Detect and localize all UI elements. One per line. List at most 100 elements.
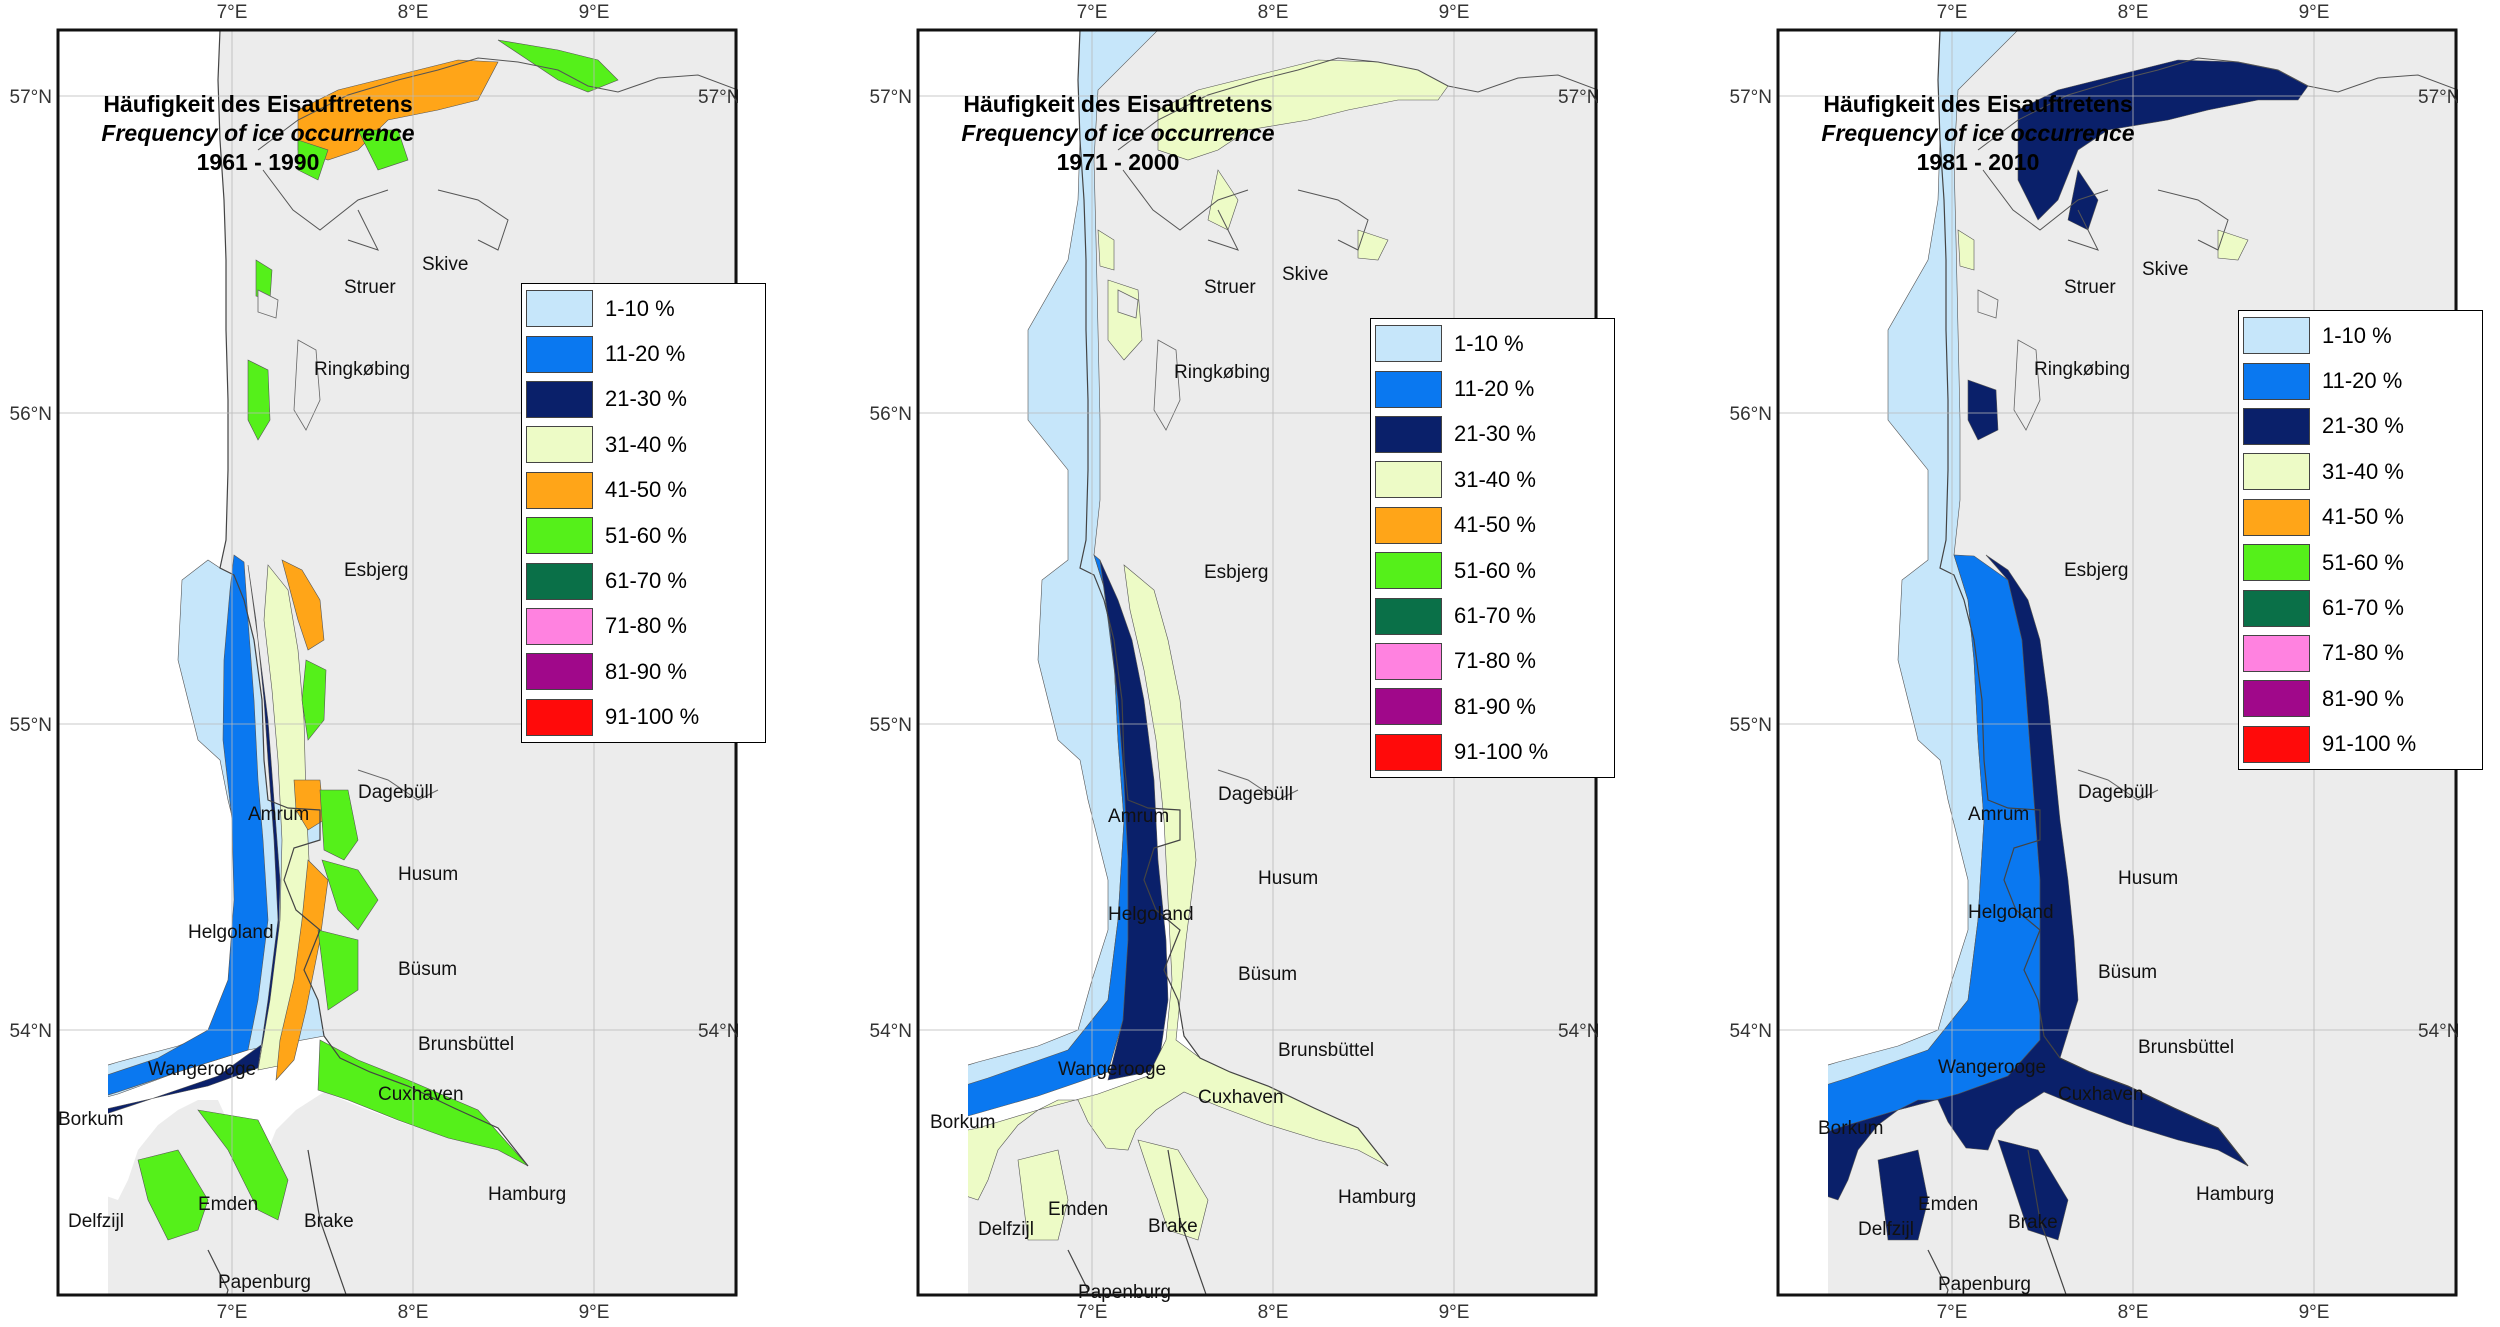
place-label-skive: Skive xyxy=(2142,259,2188,280)
bottom-lon-label: 7°E xyxy=(217,1302,248,1323)
ice-zone-51-60 xyxy=(357,129,409,171)
legend-label: 71-80 % xyxy=(2322,640,2404,666)
legend-item: 41-50 % xyxy=(526,468,765,513)
ice-zone-51-60 xyxy=(321,859,379,931)
place-label-esbjerg: Esbjerg xyxy=(1204,562,1268,583)
place-label-brunsbuttel: Brunsbüttel xyxy=(2138,1037,2234,1058)
ice-zone-41-50 xyxy=(281,559,325,651)
place-label-dagebull: Dagebüll xyxy=(1218,784,1293,805)
legend-item: 21-30 % xyxy=(2243,404,2482,449)
place-label-cuxhaven: Cuxhaven xyxy=(378,1084,464,1105)
place-label-delfzijl: Delfzijl xyxy=(978,1219,1034,1240)
legend-item: 11-20 % xyxy=(1375,366,1614,411)
top-lon-label: 8°E xyxy=(2118,2,2149,23)
legend-label: 51-60 % xyxy=(605,522,687,548)
title-en: Frequency of ice occurrence xyxy=(101,120,415,146)
place-label-helgoland: Helgoland xyxy=(1108,904,1194,925)
legend-swatch xyxy=(2243,498,2310,536)
ice-zone-21-30 xyxy=(1997,1139,2069,1241)
right-lat-label: 54°N xyxy=(698,1021,738,1042)
left-lat-label: 56°N xyxy=(1730,404,1772,425)
left-lat-label: 56°N xyxy=(10,404,52,425)
legend-label: 81-90 % xyxy=(1454,693,1536,719)
ice-zone-31-40 xyxy=(1097,229,1115,271)
legend: 1-10 % 11-20 % 21-30 % 31-40 % 41-50 % 51-60 … xyxy=(521,283,766,743)
legend-swatch xyxy=(526,335,593,373)
ice-zone-21-30 xyxy=(108,564,281,1114)
legend-item: 71-80 % xyxy=(1375,639,1614,684)
legend-swatch xyxy=(526,607,593,645)
map-title: Häufigkeit des Eisauftretens Frequency o… xyxy=(928,90,1308,177)
place-label-skive: Skive xyxy=(422,254,468,275)
bottom-lon-label: 9°E xyxy=(2299,1302,2330,1323)
place-label-brake: Brake xyxy=(304,1211,354,1232)
top-lon-label: 7°E xyxy=(1937,2,1968,23)
top-lon-label: 9°E xyxy=(2299,2,2330,23)
ice-zone-31-40 xyxy=(968,564,1389,1201)
ice-zone-51-60 xyxy=(247,359,271,441)
legend-swatch xyxy=(526,653,593,691)
legend-swatch xyxy=(1375,506,1442,544)
right-lat-label: 57°N xyxy=(2418,87,2458,108)
legend-swatch xyxy=(2243,589,2310,627)
legend-swatch xyxy=(526,426,593,464)
place-label-borkum: Borkum xyxy=(930,1112,995,1133)
legend-swatch xyxy=(526,380,593,418)
top-lon-label: 9°E xyxy=(1439,2,1470,23)
place-label-papenburg: Papenburg xyxy=(218,1272,311,1293)
place-label-brunsbuttel: Brunsbüttel xyxy=(1278,1040,1374,1061)
legend-label: 71-80 % xyxy=(1454,648,1536,674)
place-label-ringkobing: Ringkøbing xyxy=(2034,359,2130,380)
ice-zone-11-20 xyxy=(108,554,269,1096)
ice-zone-21-30 xyxy=(2017,59,2309,221)
legend-label: 91-100 % xyxy=(605,704,700,730)
right-lat-label: 57°N xyxy=(698,87,738,108)
legend-swatch xyxy=(2243,725,2310,763)
title-period: 1961 - 1990 xyxy=(196,149,320,175)
legend-item: 41-50 % xyxy=(2243,495,2482,540)
legend-label: 41-50 % xyxy=(1454,512,1536,538)
place-label-dagebull: Dagebüll xyxy=(358,782,433,803)
legend-item: 61-70 % xyxy=(1375,593,1614,638)
ice-zone-41-50 xyxy=(275,859,329,1081)
place-label-papenburg: Papenburg xyxy=(1938,1274,2031,1295)
title-period: 1981 - 2010 xyxy=(1916,149,2040,175)
place-label-struer: Struer xyxy=(1204,277,1256,298)
legend-swatch xyxy=(2243,317,2310,355)
legend-swatch xyxy=(2243,544,2310,582)
map-title: Häufigkeit des Eisauftretens Frequency o… xyxy=(1788,90,2168,177)
legend-label: 71-80 % xyxy=(605,613,687,639)
place-label-brunsbuttel: Brunsbüttel xyxy=(418,1034,514,1055)
ice-zone-21-30 xyxy=(1877,1149,1929,1241)
legend-item: 91-100 % xyxy=(526,695,765,740)
ice-zone-31-40 xyxy=(1017,1149,1069,1241)
left-lat-label: 54°N xyxy=(870,1021,912,1042)
ice-zone-51-60 xyxy=(317,1039,529,1167)
legend-item: 81-90 % xyxy=(2243,676,2482,721)
legend-label: 31-40 % xyxy=(2322,458,2404,484)
place-label-ringkobing: Ringkøbing xyxy=(314,359,410,380)
place-label-amrum: Amrum xyxy=(1968,804,2029,825)
place-label-skive: Skive xyxy=(1282,264,1328,285)
left-lat-label: 54°N xyxy=(1730,1021,1772,1042)
top-lon-label: 9°E xyxy=(579,2,610,23)
place-label-cuxhaven: Cuxhaven xyxy=(2058,1084,2144,1105)
bottom-lon-label: 8°E xyxy=(398,1302,429,1323)
legend-label: 31-40 % xyxy=(605,431,687,457)
bottom-lon-label: 9°E xyxy=(1439,1302,1470,1323)
ice-zone-51-60 xyxy=(319,789,359,861)
ice-zone-51-60 xyxy=(137,1149,209,1241)
place-label-emden: Emden xyxy=(198,1194,258,1215)
legend-swatch xyxy=(526,290,593,328)
legend-label: 91-100 % xyxy=(2322,731,2417,757)
legend-label: 21-30 % xyxy=(605,386,687,412)
title-de: Häufigkeit des Eisauftretens xyxy=(963,91,1273,117)
legend-label: 41-50 % xyxy=(605,477,687,503)
legend-label: 31-40 % xyxy=(1454,466,1536,492)
legend-label: 41-50 % xyxy=(2322,504,2404,530)
legend-swatch xyxy=(526,562,593,600)
bottom-lon-label: 8°E xyxy=(2118,1302,2149,1323)
legend-swatch xyxy=(1375,597,1442,635)
ice-zone-51-60 xyxy=(197,1109,289,1221)
legend-item: 21-30 % xyxy=(526,377,765,422)
